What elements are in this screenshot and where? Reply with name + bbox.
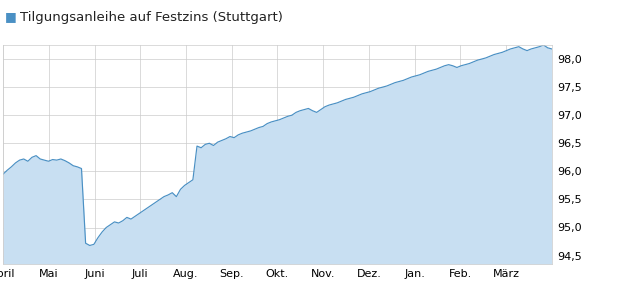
Text: ■: ■ (5, 11, 17, 23)
Text: Tilgungsanleihe auf Festzins (Stuttgart): Tilgungsanleihe auf Festzins (Stuttgart) (20, 11, 283, 23)
